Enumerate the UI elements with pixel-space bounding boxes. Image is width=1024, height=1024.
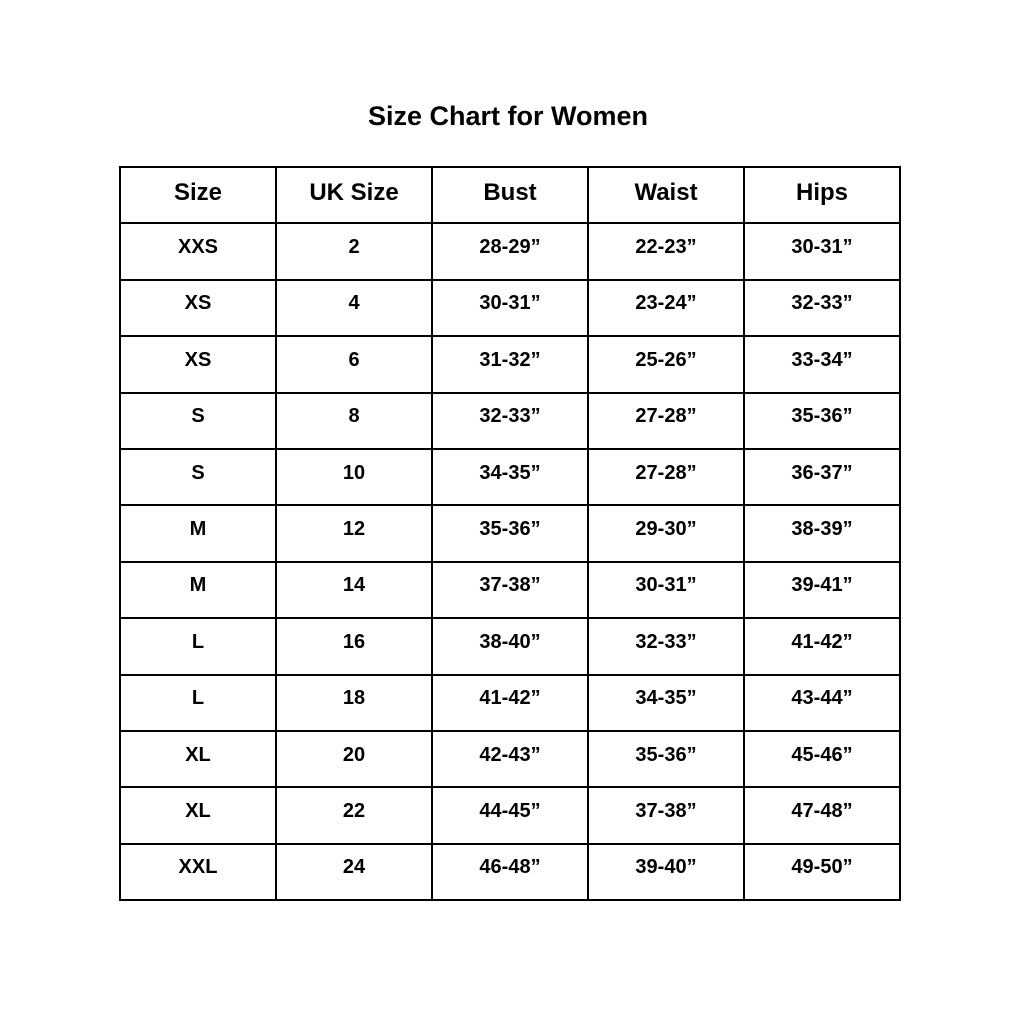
bust-cell: 37-38” <box>431 560 589 620</box>
bust-cell: 46-48” <box>431 842 589 902</box>
header-uk-size: UK Size <box>275 165 433 225</box>
size-cell: XL <box>119 729 277 789</box>
waist-cell: 32-33” <box>587 617 745 676</box>
uk-size-cell: 24 <box>275 842 433 902</box>
table-row: S 8 32-33” 27-28” 35-36” <box>119 391 901 450</box>
uk-size-cell: 6 <box>275 335 433 394</box>
table-row: M 14 37-38” 30-31” 39-41” <box>119 560 901 620</box>
table-row: L 16 38-40” 32-33” 41-42” <box>119 617 901 676</box>
size-cell: M <box>119 560 277 620</box>
hips-cell: 35-36” <box>743 391 901 450</box>
size-cell: XS <box>119 278 277 338</box>
table-row: XL 22 44-45” 37-38” 47-48” <box>119 786 901 845</box>
size-cell: XS <box>119 335 277 394</box>
hips-cell: 41-42” <box>743 617 901 676</box>
header-bust: Bust <box>431 165 589 225</box>
bust-cell: 41-42” <box>431 673 589 732</box>
table-row: L 18 41-42” 34-35” 43-44” <box>119 673 901 732</box>
uk-size-cell: 10 <box>275 447 433 507</box>
hips-cell: 39-41” <box>743 560 901 620</box>
bust-cell: 42-43” <box>431 729 589 789</box>
size-chart-table: Size UK Size Bust Waist Hips XXS 2 28-29” 2… <box>119 165 901 902</box>
waist-cell: 29-30” <box>587 504 745 563</box>
size-cell: L <box>119 617 277 676</box>
page-title: Size Chart for Women <box>367 101 649 131</box>
uk-size-cell: 4 <box>275 278 433 338</box>
size-cell: L <box>119 673 277 732</box>
uk-size-cell: 16 <box>275 617 433 676</box>
bust-cell: 32-33” <box>431 391 589 450</box>
bust-cell: 35-36” <box>431 504 589 563</box>
size-cell: S <box>119 391 277 450</box>
header-waist: Waist <box>587 165 745 225</box>
hips-cell: 38-39” <box>743 504 901 563</box>
waist-cell: 23-24” <box>587 278 745 338</box>
table-body: XXS 2 28-29” 22-23” 30-31” XS 4 30-31” 23-24” 32-… <box>119 222 901 902</box>
table-row: S 10 34-35” 27-28” 36-37” <box>119 447 901 507</box>
waist-cell: 25-26” <box>587 335 745 394</box>
bust-cell: 44-45” <box>431 786 589 845</box>
table-row: XS 4 30-31” 23-24” 32-33” <box>119 278 901 338</box>
bust-cell: 30-31” <box>431 278 589 338</box>
waist-cell: 37-38” <box>587 786 745 845</box>
waist-cell: 30-31” <box>587 560 745 620</box>
size-cell: XXL <box>119 842 277 902</box>
hips-cell: 33-34” <box>743 335 901 394</box>
bust-cell: 28-29” <box>431 222 589 281</box>
header-hips: Hips <box>743 165 901 225</box>
table-row: XXS 2 28-29” 22-23” 30-31” <box>119 222 901 281</box>
size-cell: M <box>119 504 277 563</box>
hips-cell: 43-44” <box>743 673 901 732</box>
hips-cell: 49-50” <box>743 842 901 902</box>
table-row: XL 20 42-43” 35-36” 45-46” <box>119 729 901 789</box>
uk-size-cell: 20 <box>275 729 433 789</box>
waist-cell: 22-23” <box>587 222 745 281</box>
bust-cell: 31-32” <box>431 335 589 394</box>
hips-cell: 47-48” <box>743 786 901 845</box>
size-cell: S <box>119 447 277 507</box>
bust-cell: 34-35” <box>431 447 589 507</box>
size-cell: XL <box>119 786 277 845</box>
waist-cell: 27-28” <box>587 447 745 507</box>
uk-size-cell: 18 <box>275 673 433 732</box>
header-size: Size <box>119 165 277 225</box>
uk-size-cell: 2 <box>275 222 433 281</box>
uk-size-cell: 12 <box>275 504 433 563</box>
waist-cell: 34-35” <box>587 673 745 732</box>
uk-size-cell: 8 <box>275 391 433 450</box>
hips-cell: 45-46” <box>743 729 901 789</box>
header-row: Size UK Size Bust Waist Hips <box>119 165 901 225</box>
table-row: M 12 35-36” 29-30” 38-39” <box>119 504 901 563</box>
waist-cell: 39-40” <box>587 842 745 902</box>
hips-cell: 32-33” <box>743 278 901 338</box>
uk-size-cell: 14 <box>275 560 433 620</box>
bust-cell: 38-40” <box>431 617 589 676</box>
hips-cell: 36-37” <box>743 447 901 507</box>
hips-cell: 30-31” <box>743 222 901 281</box>
uk-size-cell: 22 <box>275 786 433 845</box>
size-cell: XXS <box>119 222 277 281</box>
waist-cell: 27-28” <box>587 391 745 450</box>
table-row: XS 6 31-32” 25-26” 33-34” <box>119 335 901 394</box>
waist-cell: 35-36” <box>587 729 745 789</box>
table-row: XXL 24 46-48” 39-40” 49-50” <box>119 842 901 902</box>
